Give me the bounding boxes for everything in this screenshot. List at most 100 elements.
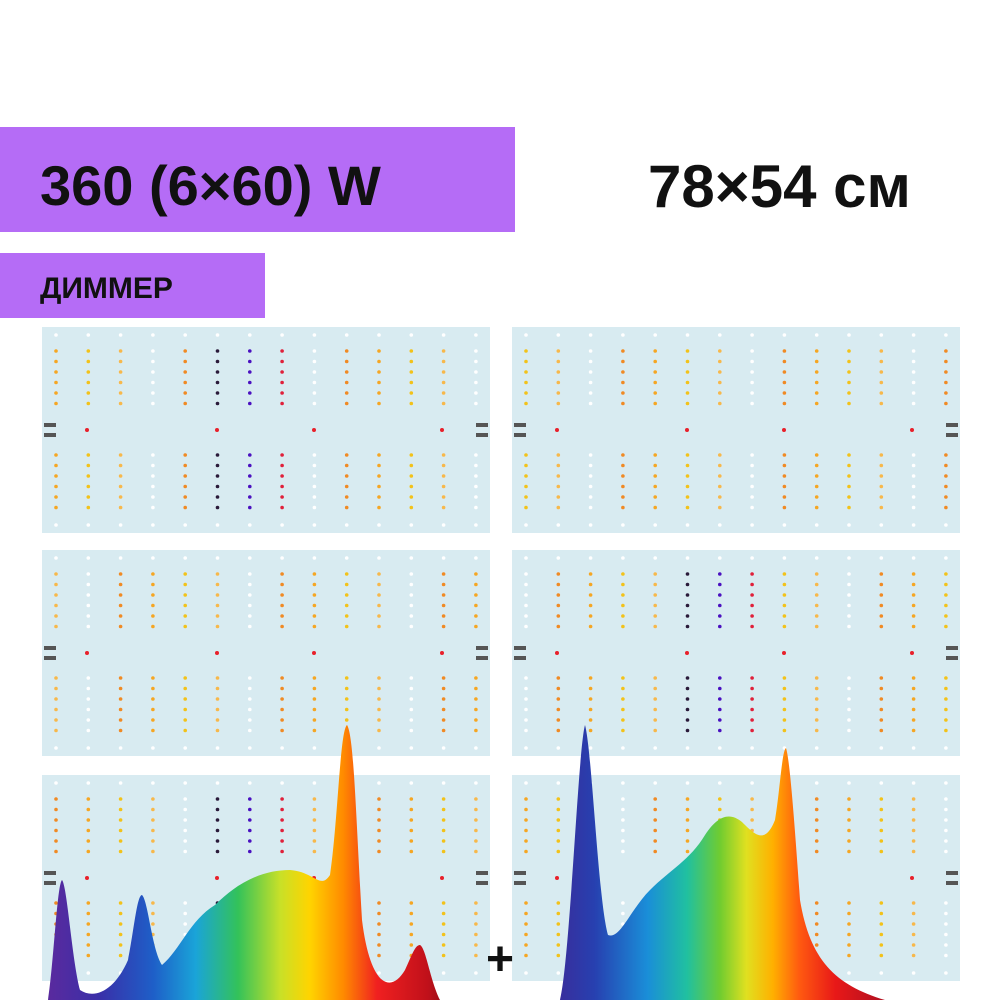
led: [86, 718, 91, 722]
led: [944, 697, 948, 701]
led: [944, 728, 948, 733]
led: [118, 943, 123, 947]
led: [215, 807, 220, 812]
led: [782, 707, 787, 712]
led: [685, 781, 690, 785]
led: [879, 349, 884, 353]
led: [248, 828, 252, 833]
led: [621, 453, 625, 457]
led: [718, 707, 722, 712]
led: [847, 728, 851, 733]
led: [782, 718, 787, 722]
led: [474, 401, 478, 406]
led: [377, 839, 381, 843]
led: [183, 556, 187, 560]
led: [653, 728, 657, 733]
led: [524, 624, 528, 629]
led: [183, 349, 187, 353]
led: [280, 582, 284, 587]
connector: [514, 433, 526, 437]
led: [911, 746, 916, 750]
led: [879, 911, 884, 916]
led: [556, 463, 561, 468]
led: [782, 401, 787, 406]
led: [344, 505, 349, 510]
led: [944, 484, 948, 489]
led: [280, 484, 284, 489]
led: [248, 818, 252, 822]
led: [118, 453, 123, 457]
led: [409, 676, 414, 680]
led: [653, 523, 657, 527]
led: [151, 380, 155, 385]
led: [474, 474, 478, 478]
led: [685, 401, 690, 406]
led: [814, 603, 819, 608]
led: [151, 828, 155, 833]
led: [814, 746, 819, 750]
led: [556, 746, 561, 750]
led: [879, 603, 884, 608]
led: [409, 839, 414, 843]
led: [847, 453, 851, 457]
led: [847, 349, 851, 353]
led: [556, 718, 561, 722]
led: [847, 359, 851, 364]
led: [280, 401, 284, 406]
led: [944, 370, 948, 374]
led: [312, 391, 317, 395]
led: [944, 911, 948, 916]
led: [879, 828, 884, 833]
led: [847, 922, 851, 926]
led: [441, 556, 446, 560]
led: [879, 370, 884, 374]
led: [524, 380, 528, 385]
led: [183, 463, 187, 468]
led: [409, 495, 414, 499]
led: [911, 943, 916, 947]
led: [409, 686, 414, 691]
led: [248, 401, 252, 406]
led: [441, 943, 446, 947]
led: [118, 505, 123, 510]
led: [718, 807, 722, 812]
led: [588, 523, 593, 527]
led: [685, 697, 690, 701]
led: [653, 556, 657, 560]
led: [86, 582, 91, 587]
led: [409, 505, 414, 510]
led: [621, 603, 625, 608]
led: [685, 603, 690, 608]
led: [215, 359, 220, 364]
led: [685, 359, 690, 364]
led: [685, 380, 690, 385]
led: [248, 391, 252, 395]
led: [847, 746, 851, 750]
led: [911, 901, 916, 905]
led: [621, 474, 625, 478]
led: [524, 797, 528, 801]
led: [782, 463, 787, 468]
led: [280, 828, 284, 833]
led: [377, 370, 381, 374]
led: [441, 718, 446, 722]
led: [847, 523, 851, 527]
led: [524, 676, 528, 680]
led: [653, 807, 657, 812]
led: [215, 651, 219, 655]
led: [151, 582, 155, 587]
led: [847, 495, 851, 499]
led: [474, 922, 478, 926]
led: [377, 781, 381, 785]
led: [556, 807, 561, 812]
led: [750, 333, 754, 337]
badge-band: [0, 253, 265, 318]
led: [344, 686, 349, 691]
led: [524, 849, 528, 854]
led: [685, 474, 690, 478]
led: [588, 707, 593, 712]
led: [750, 707, 754, 712]
led: [312, 651, 316, 655]
led: [248, 474, 252, 478]
led: [183, 828, 187, 833]
